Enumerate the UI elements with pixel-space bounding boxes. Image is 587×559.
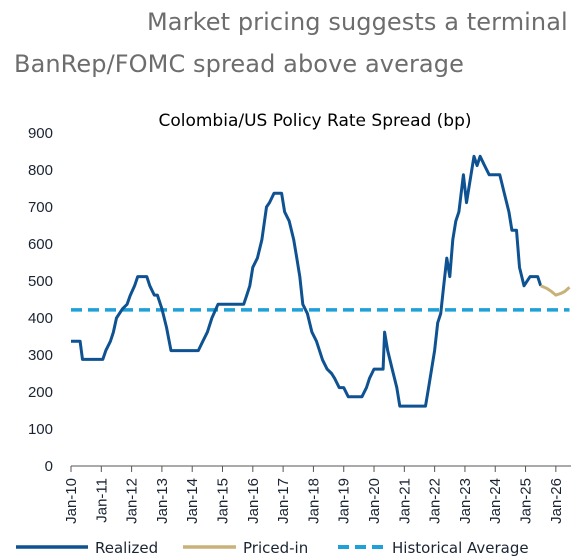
x-tick-label: Jan-26 [548,478,565,524]
legend-label-historical-average: Historical Average [392,539,529,557]
chart-title: Colombia/US Policy Rate Spread (bp) [158,111,471,131]
x-tick-label: Jan-17 [275,478,292,524]
x-tick-label: Jan-19 [336,478,353,524]
x-tick-label: Jan-25 [518,478,535,524]
y-tick-label: 100 [28,421,53,438]
x-tick-label: Jan-16 [245,478,262,524]
legend: Realized Priced-in Historical Average [16,539,529,557]
y-tick-label: 0 [45,458,53,475]
headline: Market pricing suggests a terminal BanRe… [0,0,587,100]
x-tick-label: Jan-11 [93,478,110,523]
series-line-realized [71,154,543,408]
y-tick-label: 700 [28,199,53,216]
x-tick-label: Jan-14 [184,478,201,524]
y-tick-label: 800 [28,162,53,179]
series-layer [71,154,571,408]
y-axis-labels: 0 100 200 300 400 500 600 700 800 900 [28,125,53,475]
x-tick-label: Jan-10 [63,478,80,524]
x-tick-label: Jan-23 [457,478,474,524]
x-tick-label: Jan-21 [396,478,413,524]
legend-label-realized: Realized [95,539,158,557]
y-tick-label: 500 [28,273,53,290]
x-axis: Jan-10 Jan-11 Jan-12 Jan-13 Jan-14 Jan-15 Jan-… [63,465,571,524]
legend-label-priced-in: Priced-in [243,539,308,557]
y-tick-label: 600 [28,236,53,253]
x-tick-label: Jan-12 [124,478,141,524]
series-line-priced-in [540,284,571,297]
x-tick-label: Jan-22 [427,478,444,524]
x-tick-label: Jan-24 [487,478,504,524]
x-tick-label: Jan-15 [215,478,232,524]
headline-line-1: Market pricing suggests a terminal [147,8,568,36]
x-tick-label: Jan-13 [154,478,171,524]
y-tick-label: 900 [28,125,53,142]
y-tick-label: 200 [28,384,53,401]
headline-line-2: BanRep/FOMC spread above average [14,50,464,78]
y-tick-label: 400 [28,310,53,327]
x-tick-label: Jan-18 [305,478,322,524]
x-tick-label: Jan-20 [366,478,383,524]
y-tick-label: 300 [28,347,53,364]
